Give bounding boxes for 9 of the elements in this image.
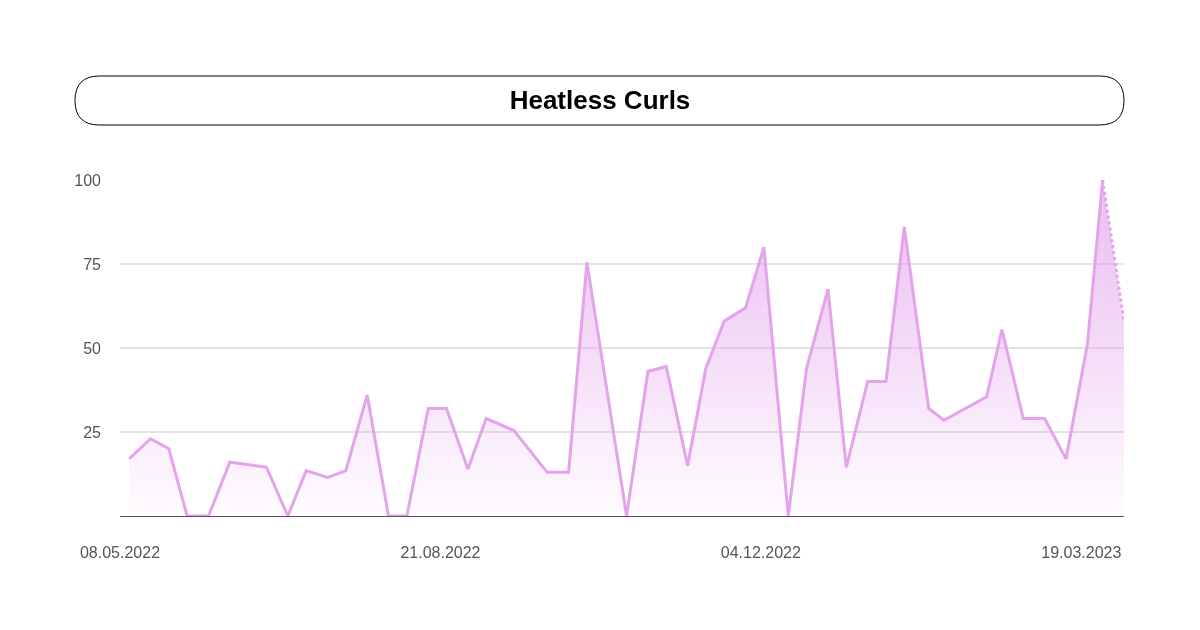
x-tick-label: 08.05.2022 <box>79 544 161 562</box>
chart-title: Heatless Curls <box>509 85 691 116</box>
x-tick-label: 19.03.2023 <box>1041 544 1122 562</box>
y-tick-label: 50 <box>83 339 102 357</box>
x-tick-label: 21.08.2022 <box>400 544 481 562</box>
y-tick-label: 25 <box>83 423 102 441</box>
y-tick-label: 100 <box>74 171 102 189</box>
x-tick-label: 04.12.2022 <box>720 544 801 562</box>
y-tick-label: 75 <box>83 255 102 273</box>
